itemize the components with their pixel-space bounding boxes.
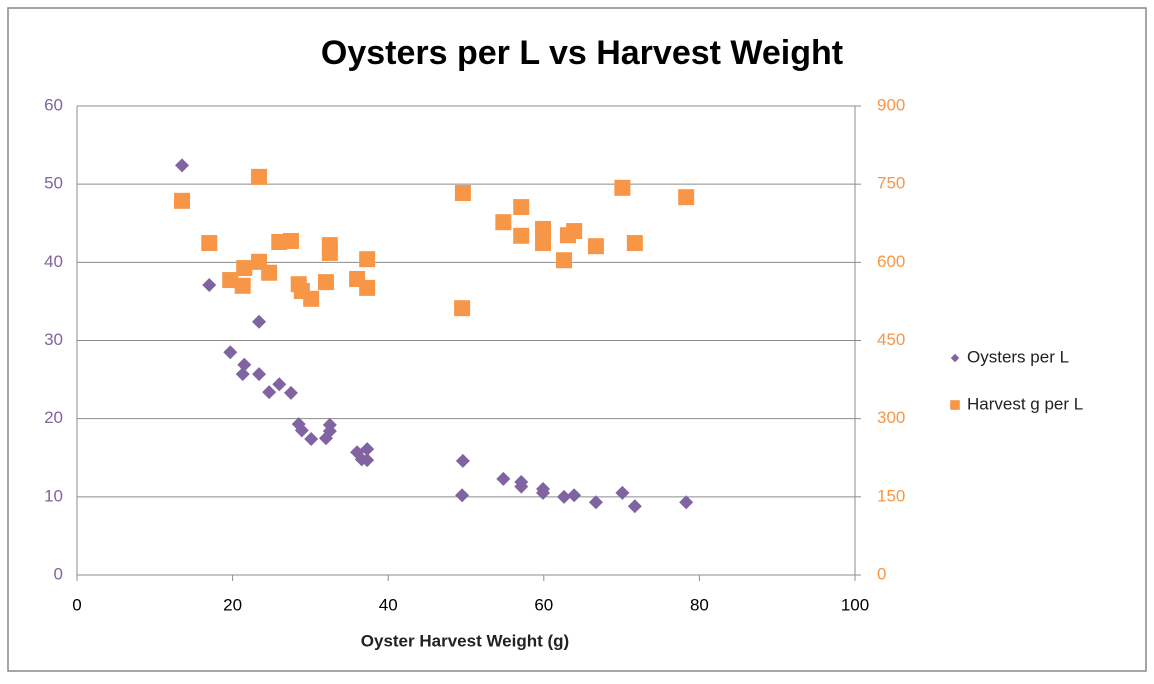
y2-tick-label: 750 — [877, 174, 905, 193]
legend-label: Harvest g per L — [967, 394, 1083, 413]
y2-tick-label: 600 — [877, 252, 905, 271]
point — [234, 277, 251, 294]
point — [454, 300, 471, 317]
y-tick-label: 40 — [44, 252, 63, 271]
point — [557, 489, 572, 504]
point — [587, 238, 604, 255]
x-axis-label: Oyster Harvest Weight (g) — [361, 631, 569, 650]
point — [237, 357, 252, 372]
y-tick-label: 50 — [44, 174, 63, 193]
point — [272, 377, 287, 392]
point — [496, 471, 511, 486]
point — [321, 244, 338, 261]
point — [201, 235, 218, 252]
y-tick-label: 20 — [44, 408, 63, 427]
point — [454, 185, 471, 202]
point — [567, 488, 582, 503]
point — [252, 367, 267, 382]
legend-swatch — [950, 353, 960, 363]
x-tick-label: 60 — [534, 595, 553, 614]
point — [262, 385, 277, 400]
point — [615, 485, 630, 500]
point — [626, 235, 643, 252]
point — [360, 453, 375, 468]
point — [175, 158, 190, 173]
point — [223, 345, 238, 360]
y-tick-label: 0 — [54, 564, 63, 583]
point — [678, 189, 695, 206]
point — [536, 485, 551, 500]
point — [513, 227, 530, 244]
point — [514, 479, 529, 494]
x-tick-label: 40 — [379, 595, 398, 614]
point — [627, 499, 642, 514]
point — [252, 314, 267, 329]
point — [261, 264, 278, 281]
x-tick-label: 20 — [223, 595, 242, 614]
point — [513, 199, 530, 216]
point — [322, 424, 337, 439]
y-tick-label: 10 — [44, 486, 63, 505]
point — [495, 214, 512, 231]
point — [566, 223, 583, 240]
legend-label: Oysters per L — [967, 347, 1069, 366]
point — [236, 260, 253, 277]
x-tick-label: 100 — [841, 595, 869, 614]
point — [294, 423, 309, 438]
point — [235, 367, 250, 382]
y2-tick-label: 150 — [877, 486, 905, 505]
point — [588, 495, 603, 510]
point — [282, 232, 299, 249]
point — [304, 431, 319, 446]
point — [535, 220, 552, 237]
point — [359, 279, 376, 296]
x-tick-label: 0 — [72, 595, 81, 614]
chart-title: Oysters per L vs Harvest Weight — [321, 34, 843, 72]
point — [202, 278, 217, 293]
point — [317, 274, 334, 291]
point — [222, 272, 239, 289]
y2-tick-label: 0 — [877, 564, 886, 583]
point — [679, 495, 694, 510]
point — [535, 235, 552, 252]
y2-tick-label: 450 — [877, 330, 905, 349]
y-tick-label: 30 — [44, 330, 63, 349]
point — [174, 192, 191, 209]
chart-frame — [7, 7, 1147, 672]
legend-swatch — [950, 400, 960, 410]
y-tick-label: 60 — [44, 95, 63, 114]
point — [455, 453, 470, 468]
point — [283, 385, 298, 400]
point — [251, 168, 268, 185]
point — [614, 179, 631, 196]
point — [360, 442, 375, 457]
point — [556, 252, 573, 269]
point — [455, 488, 470, 503]
point — [359, 251, 376, 268]
x-tick-label: 80 — [690, 595, 709, 614]
point — [303, 290, 320, 307]
y2-tick-label: 300 — [877, 408, 905, 427]
y2-tick-label: 900 — [877, 95, 905, 114]
